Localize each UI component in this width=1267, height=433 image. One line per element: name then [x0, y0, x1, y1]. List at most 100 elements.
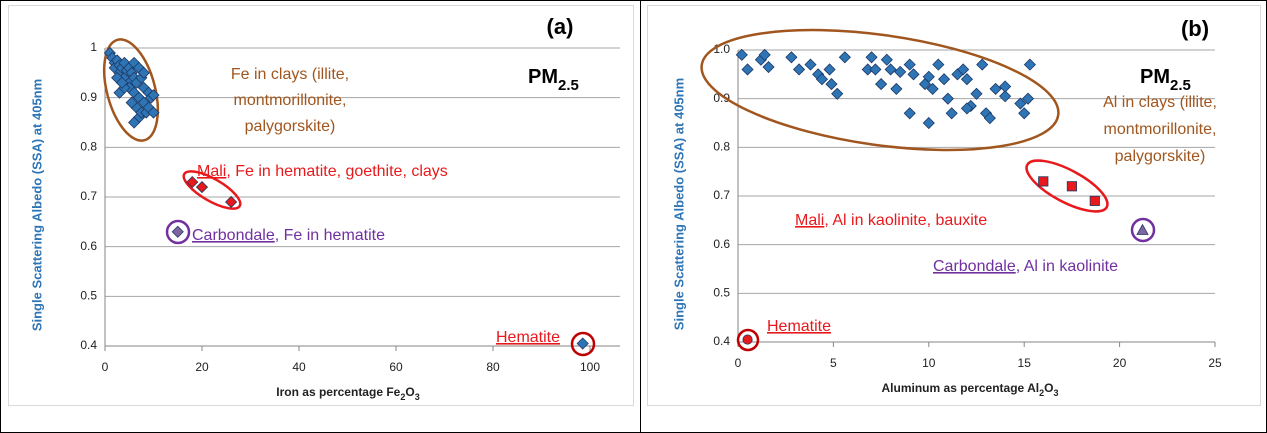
x-tick-label: 80: [486, 360, 500, 374]
data-point: [576, 337, 589, 350]
data-point: [792, 63, 806, 76]
size-label-part: 2.5: [558, 77, 579, 94]
x-axis-title-part: 3: [415, 392, 420, 402]
annotation-part: , Fe in hematite: [275, 227, 385, 244]
group-ring: [700, 28, 1060, 152]
annotation: Carbondale, Al in kaolinite: [933, 258, 1118, 275]
data-point: [815, 73, 829, 86]
size-label: PM2.5: [528, 66, 579, 94]
annotation-part: Mali: [197, 163, 226, 180]
x-axis-title-part: 2: [400, 392, 405, 402]
annotation-part: montmorillonite,: [234, 92, 347, 109]
group-ring: [736, 328, 760, 352]
data-point: [785, 51, 798, 64]
data-point: [171, 225, 184, 238]
y-tick-label: 0.9: [80, 90, 97, 104]
y-axis-title: Single Scattering Albedo (SSA) at 405nm: [29, 79, 44, 331]
panel-title: (a): [547, 14, 574, 39]
group-ring: [165, 219, 191, 245]
data-point: [960, 73, 974, 86]
x-tick-label: 25: [1208, 356, 1222, 370]
x-axis-title-part: Aluminum as percentage Al: [882, 381, 1040, 395]
group-ring: [182, 170, 242, 210]
y-tick-label: 0.5: [80, 289, 97, 303]
size-label-part: PM: [528, 66, 558, 88]
data-point: [758, 48, 771, 61]
annotation-part: Carbondale: [192, 227, 275, 244]
y-tick-label: 1: [90, 40, 97, 54]
data-point: [970, 87, 983, 100]
data-point: [804, 58, 817, 71]
data-point: [941, 92, 954, 105]
data-point: [762, 60, 775, 74]
data-point: [823, 63, 836, 76]
y-tick-label: 0.4: [713, 334, 730, 348]
data-point: [742, 334, 753, 345]
panel-title: (b): [1181, 16, 1209, 41]
annotation: Al in clays (illite,: [1103, 94, 1217, 111]
x-axis-title-part: 3: [1053, 388, 1058, 398]
data-point: [1038, 176, 1049, 187]
data-point: [147, 106, 160, 119]
annotation: Carbondale, Fe in hematite: [192, 227, 385, 244]
data-point: [957, 63, 970, 76]
annotation: Hematite: [767, 318, 831, 335]
y-tick-label: 0.7: [80, 189, 97, 203]
data-point: [999, 90, 1012, 103]
size-label-part: PM: [1140, 66, 1170, 88]
x-tick-label: 15: [1018, 356, 1032, 370]
x-tick-label: 40: [292, 360, 306, 374]
data-point: [147, 89, 160, 102]
x-axis-title-part: Iron as percentage Fe: [276, 385, 400, 399]
group-ring: [1025, 159, 1109, 213]
data-point: [225, 195, 238, 209]
annotation-part: Hematite: [767, 318, 831, 335]
y-tick-label: 0.6: [713, 237, 730, 251]
annotation: palygorskite): [1115, 148, 1206, 165]
annotation-part: , Al in kaolinite, bauxite: [824, 212, 987, 229]
data-point: [735, 48, 748, 61]
group-ring: [570, 331, 596, 357]
data-point: [125, 96, 138, 109]
annotation-part: montmorillonite,: [1104, 121, 1217, 138]
chart-frame: [647, 5, 1261, 406]
data-point: [922, 70, 935, 83]
y-tick-label: 0.6: [80, 239, 97, 253]
annotation-part: Al in clays (illite,: [1103, 94, 1217, 111]
data-point: [907, 68, 920, 81]
data-point: [186, 176, 199, 189]
data-point: [999, 80, 1012, 93]
data-point: [983, 112, 996, 125]
data-point: [976, 58, 989, 71]
data-point: [926, 82, 939, 95]
annotation: palygorskite): [245, 118, 336, 135]
data-point: [1018, 107, 1031, 120]
x-axis-title: Iron as percentage Fe2O3: [276, 385, 419, 402]
size-label: PM2.5: [1140, 66, 1191, 94]
y-tick-label: 0.8: [80, 140, 97, 154]
data-point: [903, 107, 916, 120]
x-tick-label: 20: [195, 360, 209, 374]
group-ring: [102, 38, 160, 142]
x-axis-title-part: O: [1044, 381, 1053, 395]
annotation: Mali, Fe in hematite, goethite, clays: [197, 163, 448, 180]
annotation-part: Fe in clays (illite,: [231, 66, 349, 83]
annotation: Mali, Al in kaolinite, bauxite: [795, 212, 987, 229]
annotation-part: palygorskite): [1115, 148, 1206, 165]
annotation: Hematite: [496, 329, 560, 346]
data-point: [989, 82, 1002, 95]
y-tick-label: 0.5: [713, 286, 730, 300]
data-point: [195, 181, 209, 194]
x-axis-title-part: O: [405, 385, 414, 399]
annotation-part: , Fe in hematite, goethite, clays: [226, 163, 447, 180]
x-tick-label: 0: [102, 360, 109, 374]
x-tick-label: 5: [830, 356, 837, 370]
group-ring: [1130, 217, 1156, 243]
data-point: [890, 82, 903, 95]
data-point: [875, 78, 888, 91]
data-point: [838, 51, 851, 64]
data-point: [869, 63, 882, 76]
data-point: [128, 116, 141, 129]
x-tick-label: 100: [580, 360, 600, 374]
